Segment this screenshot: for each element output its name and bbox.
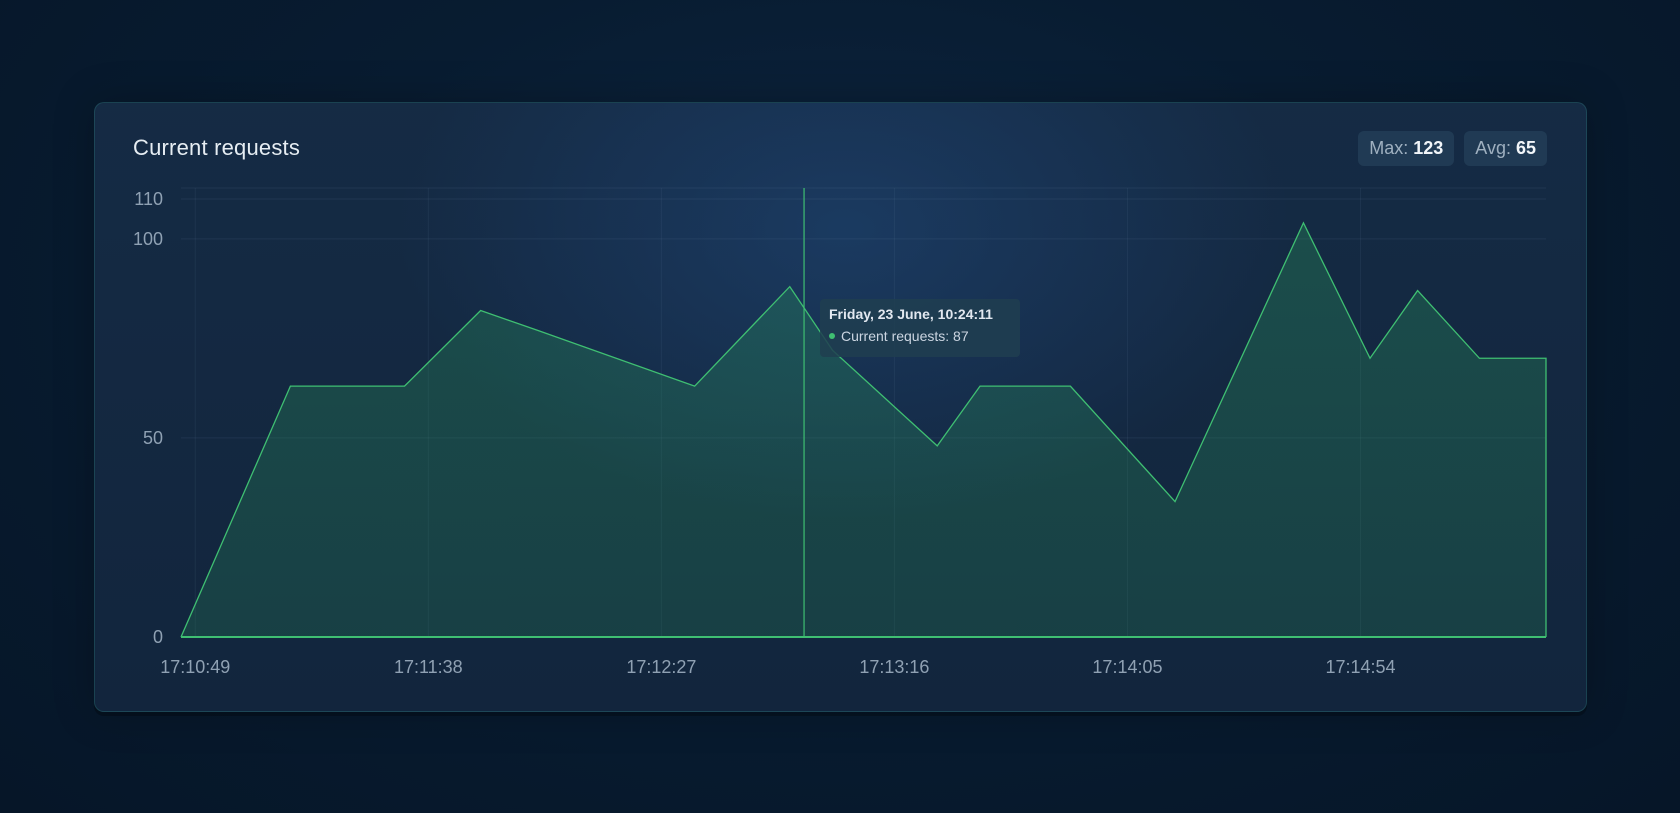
y-tick-label: 0: [153, 627, 163, 647]
x-tick-label: 17:14:54: [1325, 657, 1395, 677]
series-line: [180, 221, 1547, 638]
avg-label: Avg:: [1475, 138, 1511, 158]
tooltip-date: Friday, 23 June, 10:24:11: [829, 306, 993, 322]
chart-card: Current requests Max: 123 Avg: 65 0 50 100 11…: [94, 102, 1587, 712]
tooltip-row: Current requests: 87: [829, 328, 1020, 344]
max-badge: Max: 123: [1358, 131, 1455, 166]
y-tick-label: 50: [143, 428, 163, 448]
max-value: 123: [1413, 138, 1444, 158]
avg-value: 65: [1515, 138, 1536, 158]
x-tick-label: 17:13:16: [859, 657, 929, 677]
hover-tooltip: Friday, 23 June, 10:24:11 Current reques…: [820, 299, 1020, 357]
series-dot-icon: [829, 333, 835, 339]
y-tick-label: 110: [134, 189, 163, 209]
x-tick-label: 17:14:05: [1092, 657, 1162, 677]
x-tick-label: 17:11:38: [394, 657, 463, 677]
tooltip-value: Current requests: 87: [841, 328, 969, 344]
stats-badges: Max: 123 Avg: 65: [1358, 131, 1547, 166]
max-label: Max:: [1369, 138, 1409, 158]
area-fill: [181, 222, 1546, 637]
x-tick-label: 17:10:49: [160, 657, 230, 677]
y-tick-label: 100: [133, 229, 163, 249]
avg-badge: Avg: 65: [1464, 131, 1547, 166]
area-chart[interactable]: 0 50 100 110 17:10:49 17:11:38 17:12:27 17:13:1…: [95, 103, 1586, 711]
chart-title: Current requests: [133, 135, 301, 160]
x-tick-label: 17:12:27: [626, 657, 696, 677]
